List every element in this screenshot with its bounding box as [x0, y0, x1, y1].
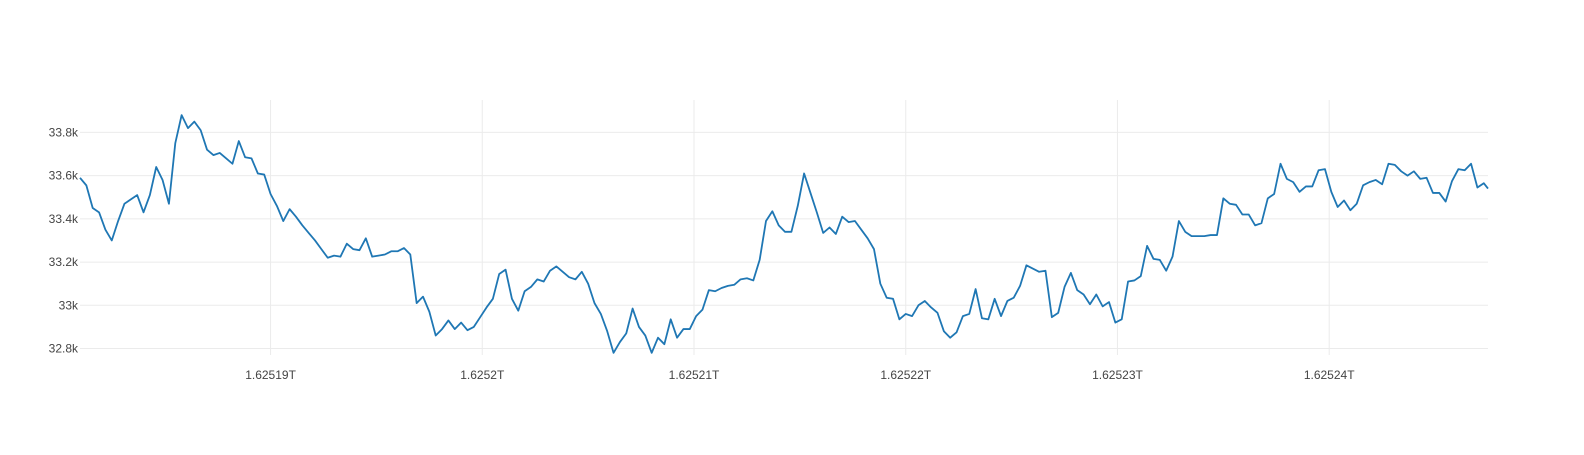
x-tick-label: 1.62523T — [1092, 368, 1143, 382]
x-tick-label: 1.62522T — [880, 368, 931, 382]
y-tick-label: 33.6k — [49, 169, 79, 183]
series-line — [79, 114, 1489, 354]
x-gridlines — [270, 100, 1330, 355]
y-tick-label: 33.4k — [49, 212, 79, 226]
x-tick-label: 1.6252T — [460, 368, 505, 382]
y-tick-label: 33.2k — [49, 255, 79, 269]
y-gridlines — [80, 131, 1488, 350]
x-axis: 1.62519T 1.6252T 1.62521T 1.62522T 1.62523T 1… — [245, 368, 1355, 382]
x-tick-label: 1.62519T — [245, 368, 296, 382]
x-tick-label: 1.62524T — [1304, 368, 1355, 382]
y-tick-label: 33.8k — [49, 125, 79, 139]
y-tick-label: 33k — [59, 298, 79, 312]
series-layer — [79, 114, 1489, 354]
x-tick-label: 1.62521T — [669, 368, 720, 382]
y-axis: 32.8k 33k 33.2k 33.4k 33.6k 33.8k — [49, 125, 79, 355]
y-tick-label: 32.8k — [49, 342, 79, 356]
